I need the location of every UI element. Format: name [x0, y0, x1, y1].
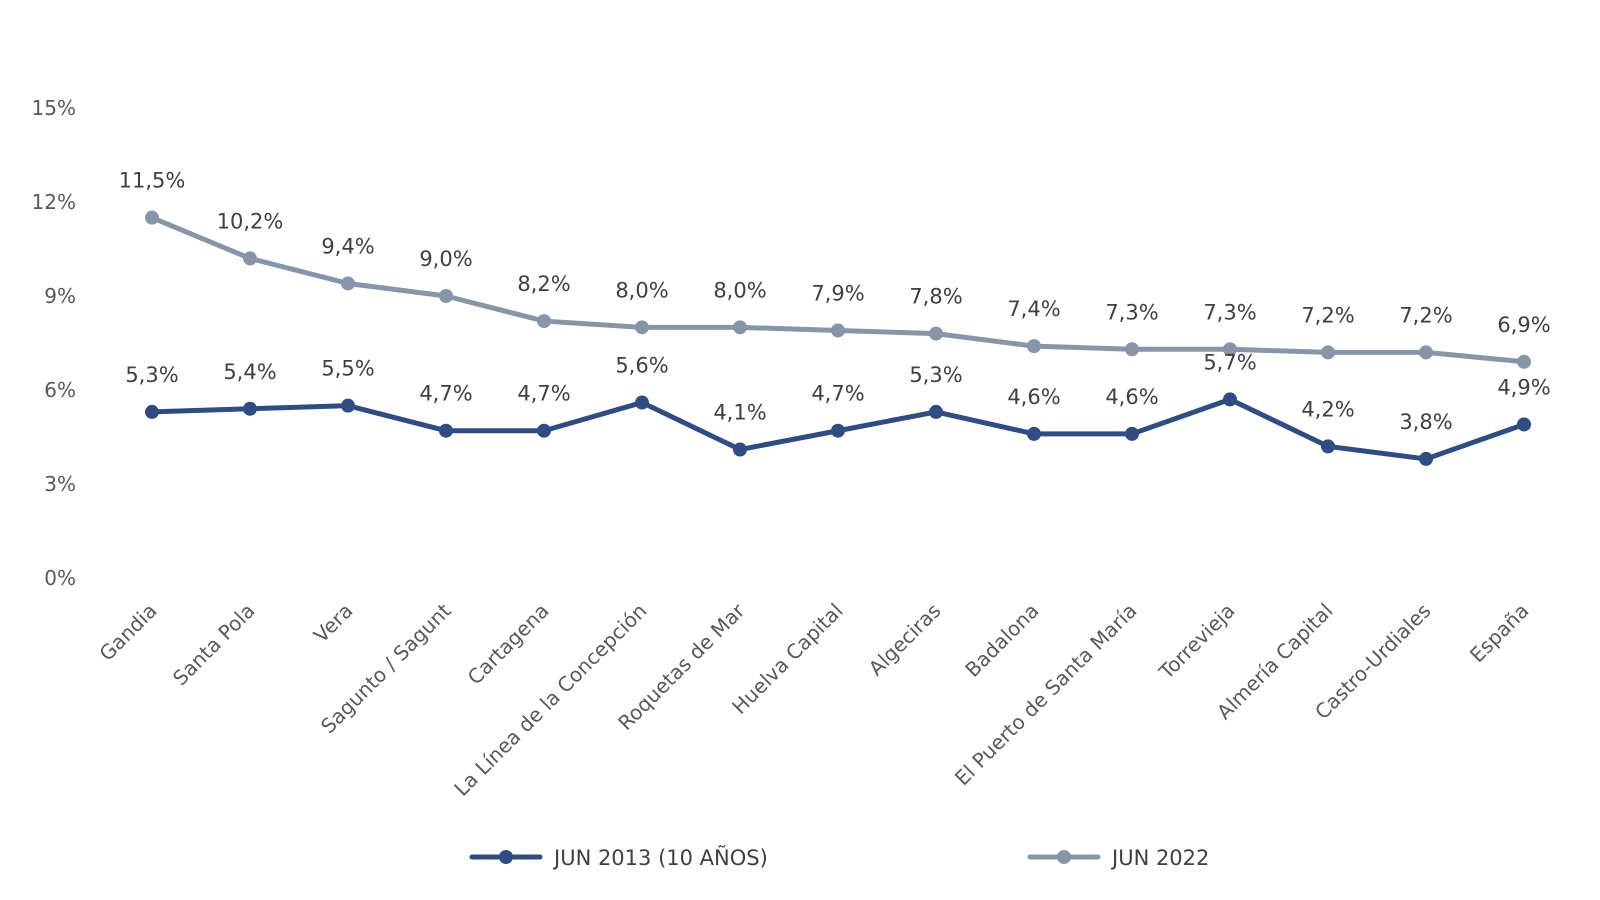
y-tick-label: 15% — [32, 96, 76, 120]
data-label: 5,6% — [615, 354, 668, 378]
x-tick-label: Algeciras — [864, 599, 946, 681]
data-label: 8,2% — [517, 272, 570, 296]
data-label: 8,0% — [713, 278, 766, 302]
data-label: 5,3% — [909, 363, 962, 387]
data-label: 4,7% — [419, 382, 472, 406]
data-point — [733, 442, 747, 457]
data-point — [831, 323, 845, 338]
data-label: 9,0% — [419, 247, 472, 271]
data-label: 7,9% — [811, 281, 864, 305]
data-point — [1419, 451, 1433, 466]
data-label: 5,4% — [223, 360, 276, 384]
data-label: 7,2% — [1399, 303, 1452, 327]
data-label: 7,3% — [1203, 300, 1256, 324]
x-tick-label: El Puerto de Santa María — [950, 599, 1142, 791]
data-label: 3,8% — [1399, 410, 1452, 434]
data-label: 5,5% — [321, 357, 374, 381]
x-tick-label: Torrevieja — [1154, 599, 1240, 685]
data-label: 4,2% — [1301, 397, 1354, 421]
legend-marker — [499, 850, 513, 864]
y-tick-label: 12% — [32, 190, 76, 214]
data-point — [341, 398, 355, 413]
x-tick-label: Santa Pola — [168, 599, 260, 691]
data-point — [243, 251, 257, 266]
y-tick-label: 0% — [44, 566, 76, 590]
data-label: 11,5% — [119, 169, 186, 193]
data-label: 7,2% — [1301, 303, 1354, 327]
data-point — [1321, 345, 1335, 360]
data-label: 5,3% — [125, 363, 178, 387]
data-point — [145, 210, 159, 225]
data-point — [243, 401, 257, 416]
x-tick-label: La Línea de la Concepción — [449, 599, 651, 801]
legend-label: JUN 2022 — [1110, 846, 1209, 870]
data-label: 7,8% — [909, 285, 962, 309]
data-labels: 5,3% 5,4% 5,5% 4,7% 4,7% 5,6% 4,1% 4,7% 5,3% 4,6%… — [119, 169, 1551, 434]
legend-marker — [1057, 850, 1071, 864]
x-tick-label: Badalona — [960, 599, 1043, 682]
data-point — [439, 423, 453, 438]
data-point — [1517, 417, 1531, 432]
data-point — [733, 320, 747, 335]
data-label: 4,9% — [1497, 375, 1550, 399]
data-point — [537, 423, 551, 438]
data-label: 10,2% — [217, 209, 284, 233]
legend: JUN 2013 (10 AÑOS) JUN 2022 — [469, 844, 1209, 870]
data-label: 4,6% — [1105, 385, 1158, 409]
data-point — [439, 289, 453, 303]
data-point — [929, 326, 943, 341]
data-point — [1419, 345, 1433, 360]
data-point — [1223, 342, 1237, 357]
data-point — [1027, 426, 1041, 441]
data-point — [1125, 426, 1139, 441]
x-tick-label: Vera — [309, 599, 358, 648]
data-label: 4,6% — [1007, 385, 1060, 409]
series-lines — [145, 210, 1531, 466]
data-label: 4,1% — [713, 401, 766, 425]
x-tick-label: Gandia — [94, 599, 161, 666]
legend-label: JUN 2013 (10 AÑOS) — [552, 844, 768, 870]
data-point — [1125, 342, 1139, 357]
y-tick-label: 6% — [44, 378, 76, 402]
data-label: 8,0% — [615, 278, 668, 302]
data-label: 6,9% — [1497, 313, 1550, 337]
data-point — [635, 320, 649, 335]
data-label: 7,4% — [1007, 297, 1060, 321]
data-point — [537, 314, 551, 329]
y-axis: 0% 3% 6% 9% 12% 15% — [32, 96, 76, 590]
data-point — [1027, 339, 1041, 354]
data-point — [145, 404, 159, 419]
data-label: 5,7% — [1203, 350, 1256, 374]
data-label: 4,7% — [517, 382, 570, 406]
data-label: 7,3% — [1105, 300, 1158, 324]
data-point — [1223, 392, 1237, 407]
data-point — [929, 404, 943, 419]
x-tick-label: España — [1465, 599, 1534, 668]
data-point — [1517, 354, 1531, 369]
y-tick-label: 3% — [44, 472, 76, 496]
x-tick-label: Cartagena — [463, 599, 554, 690]
y-tick-label: 9% — [44, 284, 76, 308]
data-point — [341, 276, 355, 291]
data-point — [635, 395, 649, 410]
data-point — [831, 423, 845, 438]
data-label: 9,4% — [321, 234, 374, 258]
data-point — [1321, 439, 1335, 454]
data-label: 4,7% — [811, 382, 864, 406]
